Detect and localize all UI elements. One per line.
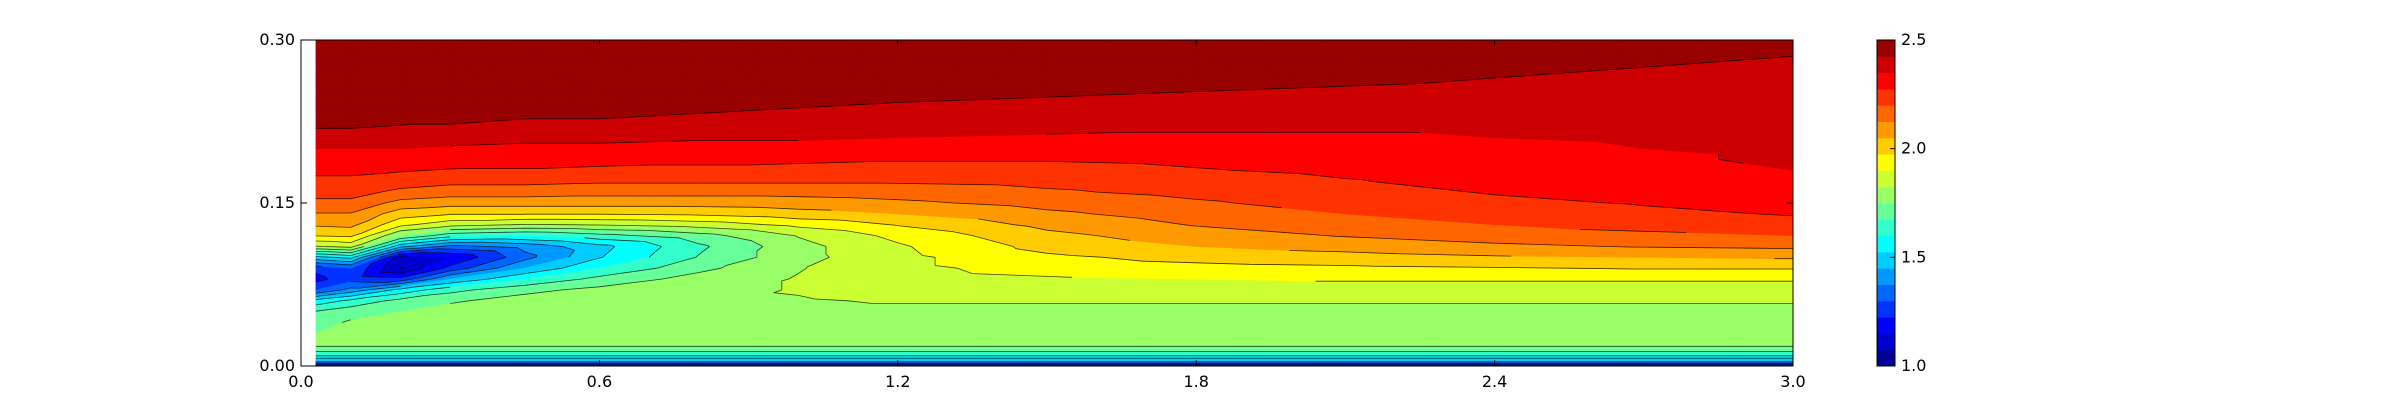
contour-line-1 <box>398 266 404 269</box>
colorbar-swatch <box>1877 235 1895 253</box>
colorbar-swatch <box>1877 56 1895 74</box>
x-tick-label: 1.8 <box>1183 372 1208 391</box>
contour-line-18 <box>450 132 1744 164</box>
colorbar-swatch <box>1877 88 1895 106</box>
contour-line-16 <box>315 182 1687 233</box>
colorbar-tick-label: 1.5 <box>1901 247 1926 266</box>
colorbar-swatch <box>1877 333 1895 351</box>
contour-line-10 <box>315 227 1793 347</box>
colorbar-swatch <box>1877 105 1895 122</box>
contour-line-3 <box>315 252 1793 365</box>
colorbar-swatch <box>1877 40 1895 57</box>
contour-line-6 <box>315 241 575 297</box>
contour-line-19 <box>315 55 1793 129</box>
colorbar-swatch <box>1877 317 1895 334</box>
contour-fill-layer <box>315 40 1793 366</box>
x-tick-label: 0.6 <box>587 372 612 391</box>
x-tick-label: 1.2 <box>885 372 910 391</box>
contour-line-8 <box>315 236 1793 357</box>
contour-line-14 <box>315 205 1793 260</box>
contour-line-5 <box>315 245 1793 363</box>
colorbar-swatch <box>1877 186 1895 204</box>
contour-line-2 <box>380 255 423 274</box>
contour-line-17 <box>315 160 1793 217</box>
colorbar-tick-label: 2.0 <box>1901 139 1926 158</box>
x-axis: 0.0 0.6 1.2 1.8 2.4 3.0 <box>288 40 1806 391</box>
colorbar-swatch <box>1877 219 1895 237</box>
colorbar-swatch <box>1877 349 1895 367</box>
y-axis: 0.00 0.15 0.30 <box>259 30 1793 375</box>
colorbar-tick-label: 1.0 <box>1901 356 1926 375</box>
colorbar: 1.0 1.5 2.0 2.5 <box>1876 30 1926 375</box>
colorbar-swatch <box>1877 203 1895 220</box>
colorbar-swatch <box>1877 268 1895 285</box>
colorbar-swatch <box>1877 170 1895 188</box>
contour-line-9 <box>315 231 1793 352</box>
y-tick-label: 0.00 <box>259 356 295 375</box>
contour-line-13 <box>315 213 1793 270</box>
colorbar-frame <box>1876 39 1896 367</box>
colorbar-tick-label: 2.5 <box>1901 30 1926 49</box>
contour-line-15 <box>315 195 1793 249</box>
colorbar-swatch <box>1877 251 1895 269</box>
colorbar-swatch <box>1877 154 1895 171</box>
y-tick-label: 0.15 <box>259 193 295 212</box>
x-tick-label: 2.4 <box>1482 372 1507 391</box>
contour-line-7 <box>315 238 1793 359</box>
x-tick-label: 0.0 <box>288 372 313 391</box>
colorbar-swatch <box>1877 137 1895 155</box>
contour-line-4 <box>315 248 1793 364</box>
contour-line-12 <box>315 218 1793 282</box>
colorbar-swatch <box>1877 300 1895 318</box>
contour-line-layer <box>315 55 1793 365</box>
contour-line-11 <box>315 224 1793 304</box>
colorbar-swatch <box>1877 121 1895 139</box>
x-tick-label: 3.0 <box>1780 372 1805 391</box>
colorbar-swatch <box>1877 284 1895 302</box>
y-tick-label: 0.30 <box>259 30 295 49</box>
colorbar-swatch <box>1877 72 1895 90</box>
